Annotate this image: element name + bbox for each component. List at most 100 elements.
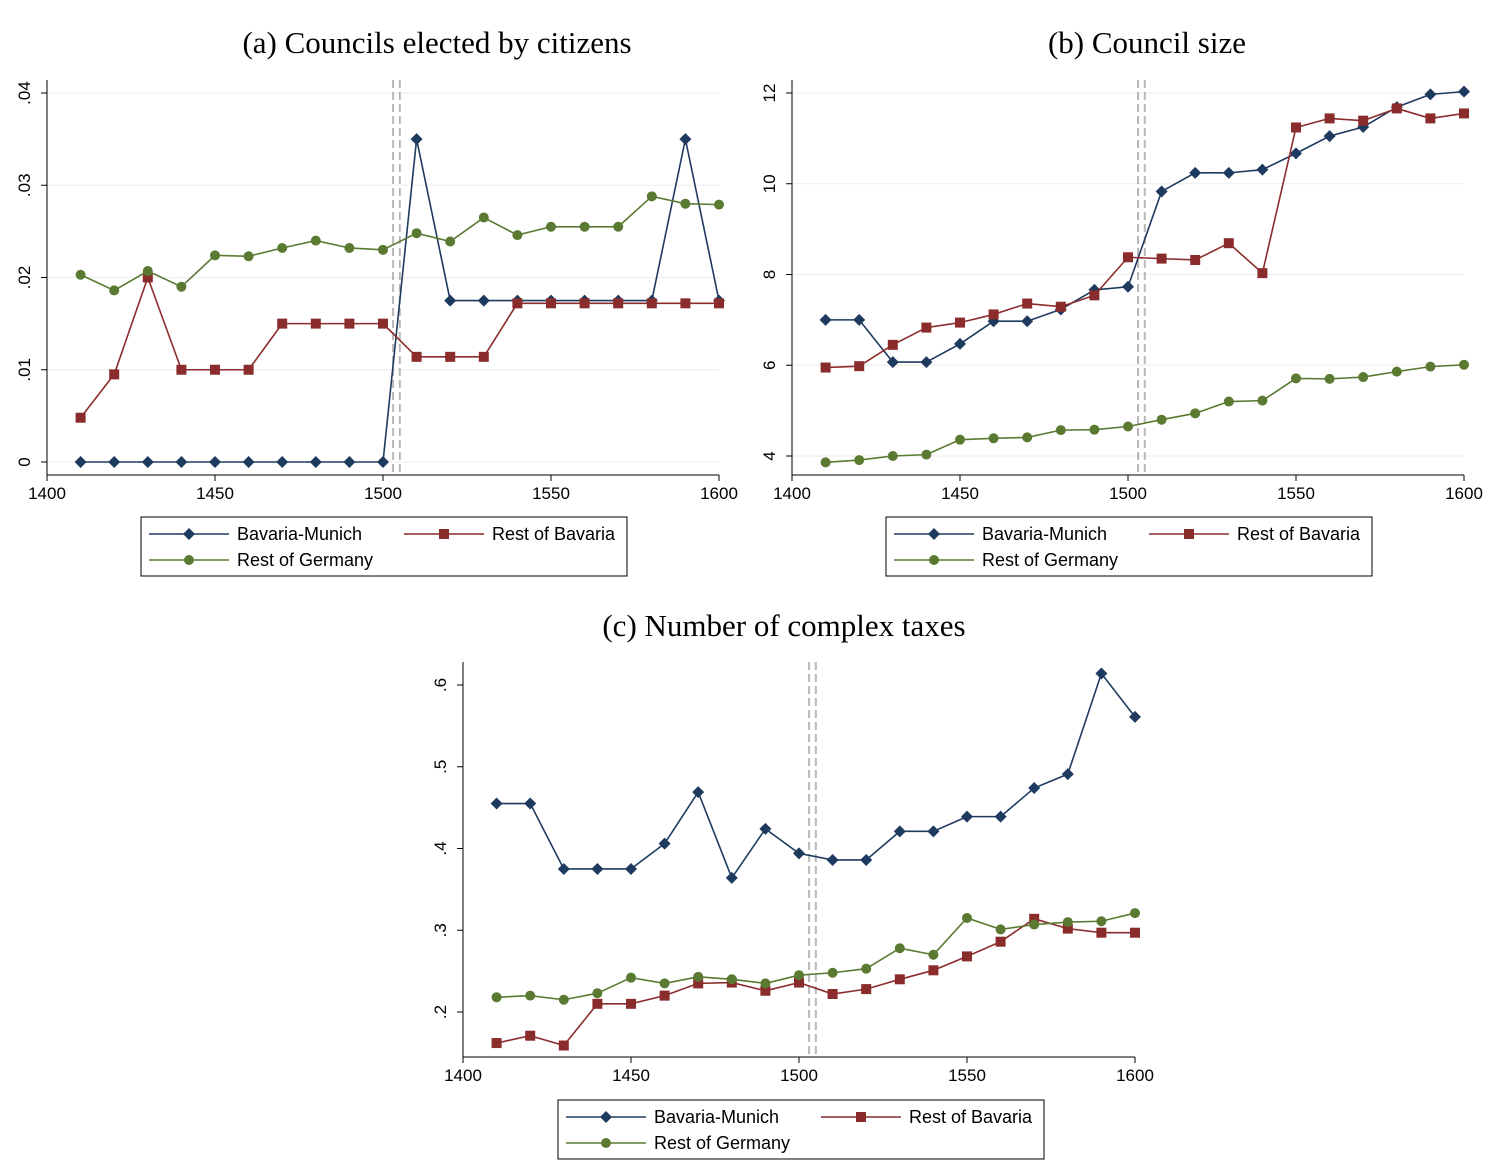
series-line-rest-of-bavaria [79,275,719,419]
data-point-bavaria-munich [886,356,899,369]
x-tick-label: 1500 [780,1066,818,1085]
data-point-rest-of-germany [680,198,691,209]
y-tick-label: .2 [431,1005,450,1019]
data-point-rest-of-bavaria [1391,103,1402,114]
data-point-rest-of-bavaria [659,990,670,1001]
data-point-rest-of-germany [1324,373,1335,384]
y-tick-label: .03 [15,173,34,197]
y-tick-label: 0 [15,457,34,466]
data-point-rest-of-germany [1291,373,1301,384]
x-tick-label: 1450 [612,1066,650,1085]
data-point-rest-of-bavaria [525,1030,536,1041]
panel-c: (c) Number of complex taxes .2 .3 .4 .5 .6 140… [431,608,1154,1160]
legend-label-rest-of-bavaria: Rest of Bavaria [1237,524,1361,544]
data-point-rest-of-bavaria [1324,113,1335,124]
data-point-bavaria-munich [692,786,705,799]
data-point-rest-of-germany [726,974,737,985]
data-point-rest-of-bavaria [1358,115,1369,126]
data-point-rest-of-bavaria [1062,923,1073,934]
data-point-rest-of-germany [1123,421,1133,432]
data-point-rest-of-germany [646,191,657,202]
data-point-rest-of-bavaria [1291,122,1301,133]
data-point-rest-of-germany [928,949,939,960]
y-tick-label: 8 [760,270,779,279]
data-point-bavaria-munich [591,862,604,875]
data-point-rest-of-germany [1190,408,1201,419]
data-point-bavaria-munich [490,797,503,810]
data-point-rest-of-germany [478,212,489,223]
panel-a: (a) Councils elected by citizens 0 .01 .02.… [15,25,738,577]
data-point-rest-of-bavaria [887,339,898,350]
data-point-rest-of-germany [210,250,220,261]
data-point-rest-of-germany [75,269,86,280]
data-point-rest-of-germany [1089,424,1100,435]
data-point-bavaria-munich [1122,280,1134,293]
data-point-rest-of-germany [1257,395,1268,406]
legend-marker-rest-of-germany [184,555,194,565]
legend-label-rest-of-germany: Rest of Germany [237,550,373,570]
data-point-rest-of-bavaria [693,978,704,989]
data-point-bavaria-munich [819,313,832,326]
data-point-rest-of-germany [995,924,1006,935]
x-tick-label: 1450 [941,484,979,503]
data-point-bavaria-munich [444,294,457,307]
data-point-rest-of-bavaria [1055,301,1066,312]
data-point-bavaria-munich [725,871,738,884]
data-point-rest-of-bavaria [142,272,153,283]
data-point-bavaria-munich [209,456,221,468]
data-point-rest-of-germany [445,236,456,247]
data-point-rest-of-bavaria [109,369,120,380]
data-point-rest-of-germany [512,230,523,241]
data-point-rest-of-bavaria [613,298,624,309]
data-point-rest-of-bavaria [277,318,288,329]
data-point-bavaria-munich [175,456,188,468]
data-point-rest-of-bavaria [714,298,724,309]
data-point-bavaria-munich [276,456,289,468]
y-tick-label: .04 [15,81,34,105]
data-point-rest-of-germany [411,228,422,239]
data-point-rest-of-germany [176,281,187,292]
data-point-rest-of-bavaria [1425,113,1436,124]
y-tick-label: 10 [760,174,779,193]
data-point-bavaria-munich [74,456,87,468]
data-point-rest-of-bavaria [827,989,838,1000]
data-point-rest-of-germany [962,912,972,923]
data-point-rest-of-germany [1062,917,1073,928]
data-point-bavaria-munich [826,853,839,866]
data-point-bavaria-munich [1256,163,1269,176]
data-point-rest-of-bavaria [921,322,932,333]
data-point-bavaria-munich [1189,166,1202,179]
data-point-rest-of-germany [861,963,872,974]
data-point-rest-of-bavaria [646,298,657,309]
legend-label-bavaria-munich: Bavaria-Munich [237,524,362,544]
data-point-bavaria-munich [1424,88,1437,101]
data-point-bavaria-munich [961,810,973,823]
data-point-rest-of-germany [1130,908,1140,919]
series-line-rest-of-germany [80,195,720,292]
y-tick-label: .5 [431,760,450,774]
data-point-rest-of-germany [1096,916,1107,927]
x-tick-label: 1600 [700,484,738,503]
data-point-rest-of-germany [558,994,569,1005]
data-point-bavaria-munich [658,837,671,850]
data-point-bavaria-munich [309,456,322,468]
data-point-rest-of-germany [243,251,254,262]
x-tick-label: 1400 [444,1066,482,1085]
data-point-bavaria-munich [893,825,906,838]
data-point-bavaria-munich [410,133,423,146]
data-point-rest-of-bavaria [820,362,831,373]
data-point-bavaria-munich [108,456,121,468]
data-point-rest-of-germany [109,285,120,296]
data-point-bavaria-munich [242,456,255,468]
legend-label-rest-of-bavaria: Rest of Bavaria [492,524,616,544]
data-point-rest-of-bavaria [1156,253,1167,264]
data-point-rest-of-germany [592,988,603,999]
data-point-rest-of-germany [988,433,999,444]
legend-label-rest-of-bavaria: Rest of Bavaria [909,1107,1033,1127]
legend: Bavaria-Munich Rest of Bavaria Rest of Ger… [557,1099,1045,1160]
data-point-bavaria-munich [377,456,389,468]
data-point-bavaria-munich [927,825,940,838]
data-point-rest-of-bavaria [894,974,905,985]
series-line-rest-of-bavaria [825,107,1465,369]
series-line-rest-of-germany [496,912,1136,1001]
